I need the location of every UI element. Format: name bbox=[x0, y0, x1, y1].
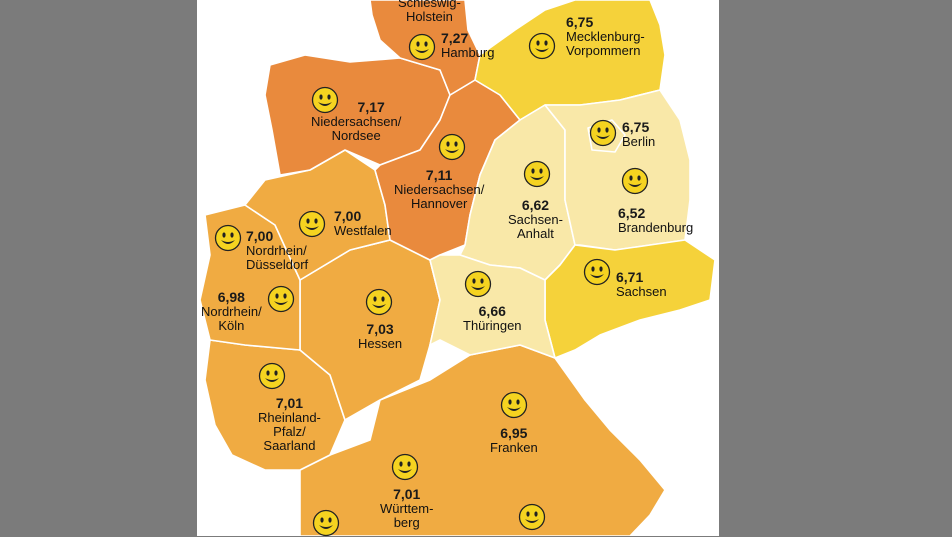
smiley-icon-mecklenburg-vorpommern bbox=[528, 32, 556, 60]
smiley-icon-berlin bbox=[589, 119, 617, 147]
smiley-icon-westfalen bbox=[298, 210, 326, 238]
smiley-icon-sachsen bbox=[583, 258, 611, 286]
label-niedersachsen-hannover: 7,11 Niedersachsen/ Hannover bbox=[394, 167, 485, 212]
smiley-icon-bayern-sued bbox=[518, 503, 546, 531]
label-hamburg: 7,27 Hamburg bbox=[441, 30, 495, 61]
smiley-icon-nordrhein-duesseldorf bbox=[214, 224, 242, 252]
region-south bbox=[299, 344, 666, 536]
smiley-icon-wuerttemberg bbox=[391, 453, 419, 481]
label-sachsen: 6,71 Sachsen bbox=[616, 269, 667, 300]
smiley-icon-hessen bbox=[365, 288, 393, 316]
region-thueringen bbox=[429, 254, 556, 359]
smiley-icon-franken bbox=[500, 391, 528, 419]
label-rheinland-pfalz-saarland: 7,01 Rheinland- Pfalz/ Saarland bbox=[258, 395, 321, 454]
label-niedersachsen-nordsee: 7,17 Niedersachsen/ Nordsee bbox=[311, 99, 402, 144]
smiley-icon-sachsen-anhalt bbox=[523, 160, 551, 188]
label-hessen: 7,03 Hessen bbox=[358, 321, 403, 352]
label-brandenburg: 6,52 Brandenburg bbox=[618, 205, 694, 236]
smiley-icon-baden bbox=[312, 509, 340, 537]
label-nordrhein-koeln: 6,98 Nordrhein/ Köln bbox=[201, 289, 262, 334]
label-berlin: 6,75 Berlin bbox=[622, 119, 656, 150]
label-thueringen: 6,66 Thüringen bbox=[463, 303, 522, 334]
smiley-icon-rheinland-pfalz-saarland bbox=[258, 362, 286, 390]
label-sachsen-anhalt: 6,62 Sachsen- Anhalt bbox=[508, 197, 563, 242]
smiley-icon-brandenburg bbox=[621, 167, 649, 195]
label-schleswig-holstein: Schleswig- Holstein bbox=[398, 0, 461, 25]
smiley-icon-niedersachsen-hannover bbox=[438, 133, 466, 161]
label-wuerttemberg: 7,01 Württem- berg bbox=[380, 486, 434, 531]
label-mecklenburg-vorpommern: 6,75 Mecklenburg- Vorpommern bbox=[566, 14, 645, 59]
smiley-icon-niedersachsen-nordsee bbox=[311, 86, 339, 114]
smiley-icon-hamburg bbox=[408, 33, 436, 61]
smiley-icon-nordrhein-koeln bbox=[267, 285, 295, 313]
label-nordrhein-duesseldorf: 7,00 Nordrhein/ Düsseldorf bbox=[246, 228, 309, 273]
label-westfalen: 7,00 Westfalen bbox=[334, 208, 392, 239]
smiley-icon-thueringen bbox=[464, 270, 492, 298]
label-franken: 6,95 Franken bbox=[490, 425, 538, 456]
